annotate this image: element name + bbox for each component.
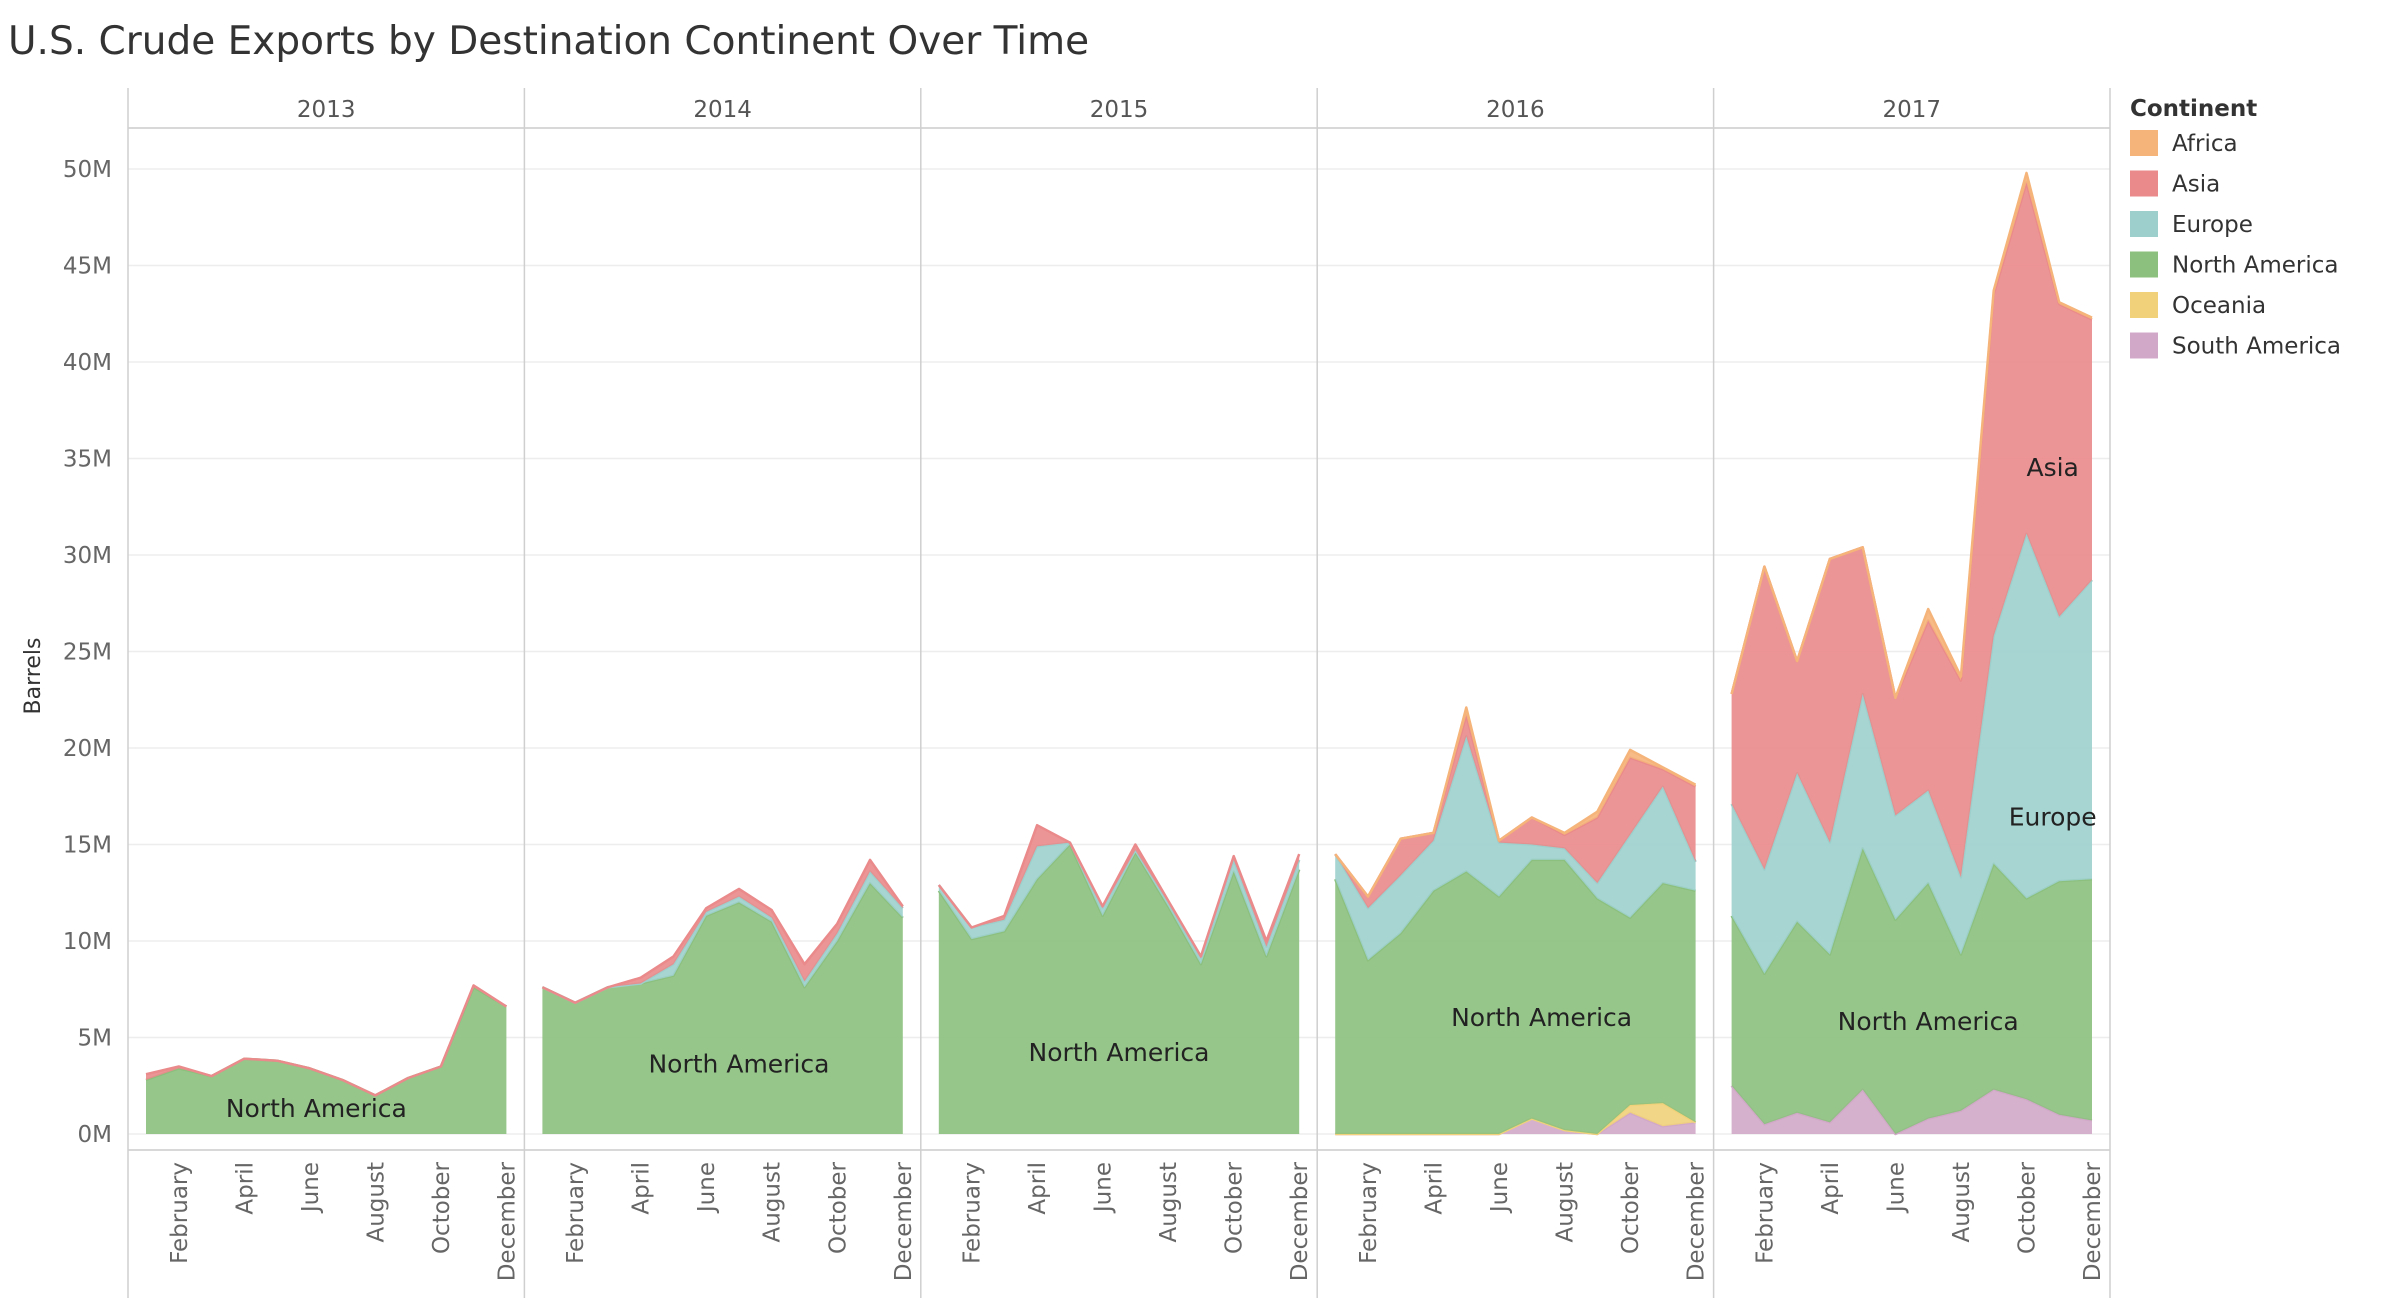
area-oceania (1335, 1103, 1696, 1134)
area-north-america (1335, 859, 1696, 1134)
legend-label: Oceania (2172, 293, 2266, 319)
area-edge (145, 984, 508, 1097)
x-tick-label: June (1091, 1162, 1117, 1214)
area-north-america (1731, 848, 2092, 1134)
chart-title: U.S. Crude Exports by Destination Contin… (8, 19, 1089, 64)
y-axis-label: Barrels (21, 638, 46, 715)
x-tick-label: December (2080, 1161, 2106, 1281)
panel-year-label: 2014 (693, 97, 752, 123)
panel-year-label: 2013 (297, 97, 356, 123)
x-tick-label: December (891, 1161, 917, 1281)
x-tick-label: April (1421, 1162, 1447, 1215)
area-annotation: North America (1451, 1003, 1632, 1032)
y-tick-label: 20M (63, 736, 112, 762)
area-annotation: Asia (2026, 453, 2078, 482)
legend-swatch (2130, 170, 2158, 197)
area-asia (938, 825, 1300, 959)
legend-swatch (2130, 251, 2158, 278)
y-tick-label: 15M (63, 833, 112, 859)
y-tick-label: 25M (63, 640, 112, 666)
x-tick-label: October (429, 1161, 455, 1254)
area-annotation: Europe (2009, 802, 2097, 831)
x-tick-label: August (1949, 1162, 1975, 1243)
x-tick-label: August (760, 1162, 786, 1243)
x-tick-label: February (167, 1162, 193, 1264)
panel-2017: 2017 Asia Europe North America February April… (1730, 97, 2106, 1281)
panel-year-label: 2016 (1486, 97, 1545, 123)
x-tick-label: April (232, 1162, 258, 1215)
x-tick-label: October (825, 1161, 851, 1254)
legend: Continent Africa Asia Europe North America O… (2130, 96, 2341, 360)
legend-title: Continent (2130, 96, 2257, 122)
x-tick-label: December (494, 1161, 520, 1281)
x-tick-label: December (1684, 1161, 1710, 1281)
y-tick-label: 30M (63, 543, 112, 569)
panel-2013: 2013 North America February April June August… (145, 97, 520, 1281)
area-annotation: North America (648, 1050, 829, 1079)
y-tick-label: 50M (63, 157, 112, 183)
panel-frame (127, 88, 2111, 1298)
x-tick-label: October (2014, 1161, 2040, 1254)
y-tick-label: 35M (63, 447, 112, 473)
x-tick-label: June (1487, 1162, 1513, 1214)
area-edge (541, 858, 904, 1005)
legend-label: North America (2172, 253, 2339, 279)
panel-2015: 2015 North America February April June August… (937, 97, 1313, 1281)
legend-label: South America (2172, 334, 2341, 360)
panel-2014: 2014 North America February April June August… (541, 97, 917, 1281)
area-north-america (146, 987, 507, 1134)
y-tick-label: 5M (78, 1026, 112, 1052)
area-asia (1335, 715, 1696, 909)
area-asia (1731, 182, 2092, 878)
x-tick-label: June (298, 1162, 324, 1214)
area-annotation: North America (226, 1094, 407, 1123)
area-edge (1730, 171, 2093, 700)
legend-swatch (2130, 332, 2158, 359)
legend-swatch (2130, 292, 2158, 318)
x-tick-label: December (1287, 1161, 1313, 1281)
legend-label: Europe (2172, 212, 2253, 238)
area-asia (542, 859, 903, 1003)
legend-swatch (2130, 211, 2158, 237)
x-tick-label: October (1618, 1161, 1644, 1254)
panel-2016: 2016 North America February April June August… (1334, 97, 1710, 1281)
x-tick-label: February (960, 1162, 986, 1264)
area-edge (937, 823, 1301, 958)
area-edge (1334, 706, 1697, 898)
y-axis: 0M 5M 10M 15M 20M 25M 30M 35M 40M 45M 50M (63, 157, 112, 1148)
y-tick-label: 10M (63, 929, 112, 955)
legend-label: Africa (2172, 131, 2238, 157)
x-tick-label: April (1025, 1162, 1051, 1215)
x-tick-label: June (1883, 1162, 1909, 1214)
y-tick-label: 0M (78, 1122, 112, 1148)
legend-swatch (2130, 130, 2158, 156)
x-tick-label: August (1156, 1162, 1182, 1243)
area-north-america (542, 883, 903, 1134)
area-edge (1730, 532, 2093, 879)
y-tick-label: 45M (63, 254, 112, 280)
area-south-america (1335, 1112, 1696, 1134)
area-south-america (1731, 1085, 2092, 1134)
area-north-america (938, 844, 1300, 1134)
area-annotation: North America (1838, 1007, 2019, 1036)
x-tick-label: June (694, 1162, 720, 1214)
x-tick-label: April (1818, 1162, 1844, 1215)
x-tick-label: February (1752, 1162, 1778, 1264)
area-annotation: North America (1029, 1038, 1210, 1067)
x-tick-label: August (363, 1162, 389, 1243)
x-tick-label: February (1356, 1162, 1382, 1264)
x-tick-label: April (629, 1162, 655, 1215)
x-tick-label: October (1222, 1161, 1248, 1254)
panels: 2013 North America February April June August… (145, 97, 2106, 1281)
x-tick-label: August (1553, 1162, 1579, 1243)
x-tick-label: February (563, 1162, 589, 1264)
y-tick-label: 40M (63, 350, 112, 376)
panel-year-label: 2017 (1883, 97, 1942, 123)
legend-label: Asia (2172, 172, 2220, 198)
area-europe (1731, 533, 2092, 974)
area-europe (1335, 736, 1696, 961)
panel-year-label: 2015 (1090, 97, 1149, 123)
